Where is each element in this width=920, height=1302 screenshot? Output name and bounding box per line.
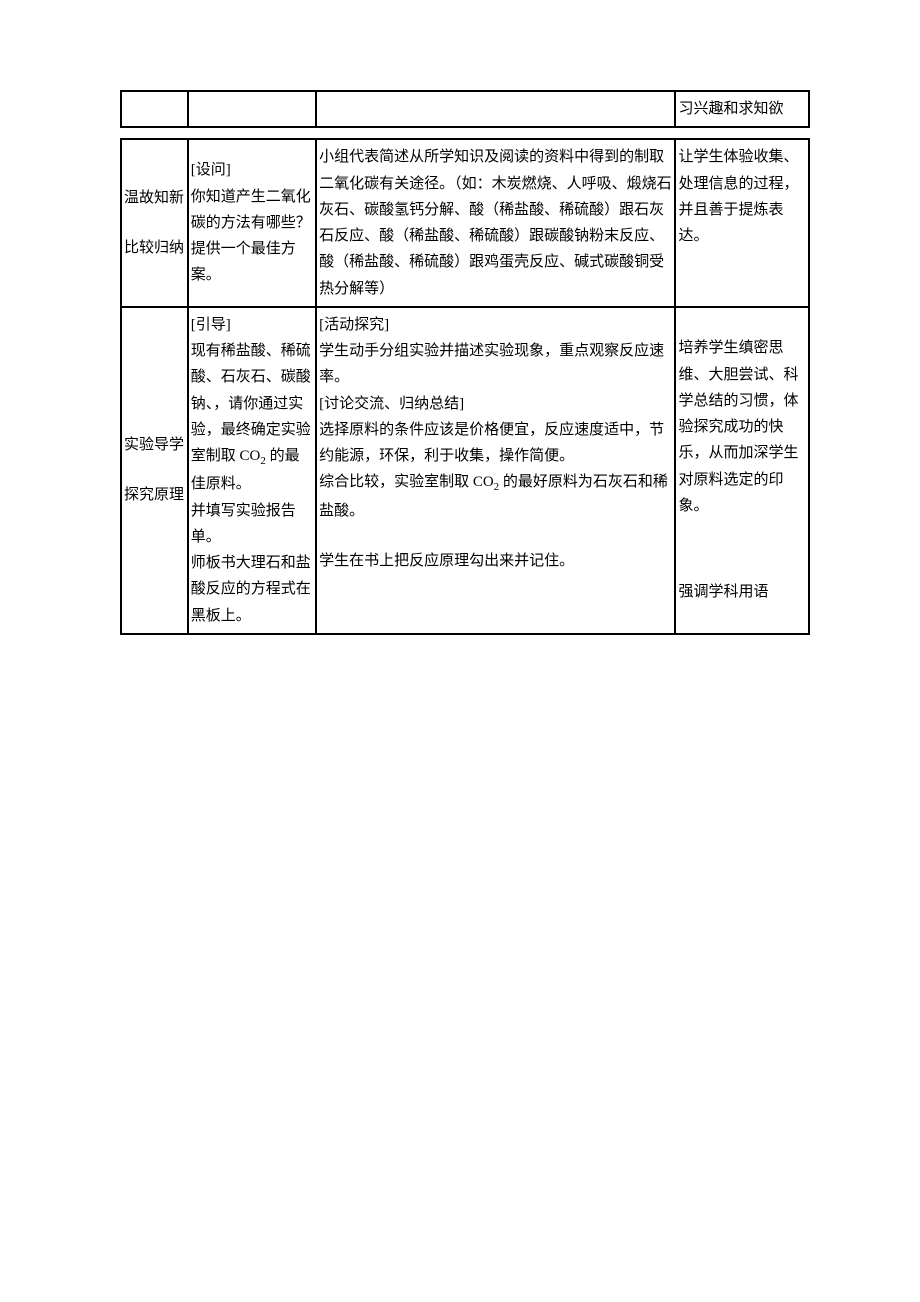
cell-empty [121, 91, 188, 127]
text-line: [活动探究] [319, 312, 672, 338]
text-line: 综合比较，实验室制取 CO2 的最好原料为石灰石和稀盐酸。 [319, 469, 672, 524]
table-row: 实验导学 探究原理 [引导] 现有稀盐酸、稀硫酸、石灰石、碳酸钠、，请你通过实验… [121, 307, 809, 634]
text-paragraph: 强调学科用语 [678, 579, 806, 605]
text-line: 师板书大理石和盐酸反应的方程式在黑板上。 [191, 550, 313, 629]
spacer [124, 458, 185, 482]
spacer [124, 211, 185, 235]
text-line: [引导] [191, 312, 313, 338]
text-line: 学生动手分组实验并描述实验现象，重点观察反应速率。 [319, 338, 672, 391]
design-intent-cell: 让学生体验收集、处理信息的过程，并且善于提炼表达。 [675, 139, 809, 307]
table-row: 温故知新 比较归纳 [设问] 你知道产生二氧化碳的方法有哪些？提供一个最佳方案。… [121, 139, 809, 307]
heading-line: 实验导学 [124, 432, 185, 458]
text-paragraph: 培养学生缜密思维、大胆尝试、科学总结的习惯，体验探究成功的快乐，从而加深学生对原… [678, 335, 806, 519]
text-line: 现有稀盐酸、稀硫酸、石灰石、碳酸钠、，请你通过实验，最终确定实验室制取 CO2 … [191, 338, 313, 498]
row-heading: 温故知新 比较归纳 [121, 139, 188, 307]
design-intent-cell: 培养学生缜密思维、大胆尝试、科学总结的习惯，体验探究成功的快乐，从而加深学生对原… [675, 307, 809, 634]
teacher-activity-cell: [引导] 现有稀盐酸、稀硫酸、石灰石、碳酸钠、，请你通过实验，最终确定实验室制取… [188, 307, 316, 634]
text-line: 选择原料的条件应该是价格便宜，反应速度适中，节约能源，环保，利于收集，操作简便。 [319, 417, 672, 470]
spacer [319, 524, 672, 548]
teacher-activity-cell: [设问] 你知道产生二氧化碳的方法有哪些？提供一个最佳方案。 [188, 139, 316, 307]
lesson-plan-table: 习兴趣和求知欲 温故知新 比较归纳 [设问] 你知道产生二氧化碳的方法有哪些？提… [120, 90, 810, 635]
text-line: 并填写实验报告单。 [191, 498, 313, 551]
row-heading: 实验导学 探究原理 [121, 307, 188, 634]
student-activity-cell: [活动探究] 学生动手分组实验并描述实验现象，重点观察反应速率。 [讨论交流、归… [316, 307, 675, 634]
heading-line: 温故知新 [124, 185, 185, 211]
heading-line: 比较归纳 [124, 235, 185, 261]
text-line: 学生在书上把反应原理勾出来并记住。 [319, 548, 672, 574]
text-span: 现有稀盐酸、稀硫酸、石灰石、碳酸钠、，请你通过实验，最终确定实验室制取 CO [191, 343, 311, 464]
cell-empty [188, 91, 316, 127]
cell-empty [316, 91, 675, 127]
heading-line: 探究原理 [124, 482, 185, 508]
table-row: 习兴趣和求知欲 [121, 91, 809, 127]
cell-text: 习兴趣和求知欲 [675, 91, 809, 127]
text-span: 综合比较，实验室制取 CO [319, 474, 494, 490]
student-activity-cell: 小组代表简述从所学知识及阅读的资料中得到的制取二氧化碳有关途径。（如：木炭燃烧、… [316, 139, 675, 307]
text-line: [讨论交流、归纳总结] [319, 391, 672, 417]
